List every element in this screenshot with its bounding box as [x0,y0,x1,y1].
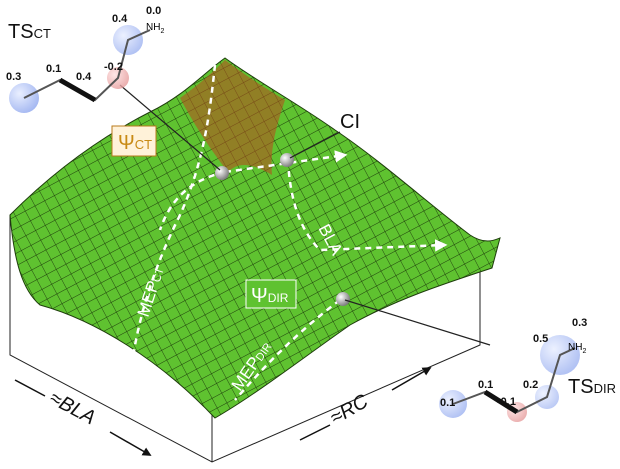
psi-sub: CT [135,137,152,152]
charge: 0.0 [146,5,161,17]
charge: 0.4 [112,13,128,25]
psi-sub: DIR [268,291,289,305]
ts-sub: DIR [594,381,616,396]
axis-rc: ≈RC [327,390,373,429]
charge: 0.1 [478,379,493,391]
charge: 0.3 [6,71,21,83]
psi-main: Ψ [251,285,268,307]
ts-main: TS [568,376,594,398]
charge: 0.5 [533,333,548,345]
ts-main: TS [8,21,34,43]
molecule-dir [439,335,580,422]
group: NH [146,22,160,33]
charge: 0.1 [440,397,455,409]
figure: TSCT 0.4 0.0 NH2 0.3 0.1 0.4 -0.2 TSDIR … [0,0,620,469]
page: {"ts_ct": {"main": "TS", "sub": "CT", "c… [0,0,620,469]
charge: -0.1 [497,396,516,408]
ts-ct-label: TSCT [8,21,51,43]
ci-label: CI [340,111,360,133]
group-label: NH2 [146,22,164,35]
charge: 0.4 [76,71,92,83]
ts-dir-label: TSDIR [568,376,616,398]
group-sub: 2 [160,28,164,35]
ts-sub: CT [34,26,51,41]
axis-bla: ≈BLA [46,387,99,429]
charge: -0.2 [104,61,123,73]
charge: 0.3 [572,317,587,329]
charge: 0.1 [46,63,61,75]
group-sub: 2 [582,348,586,355]
group: NH [568,342,582,353]
psi-main: Ψ [118,132,135,154]
charge: 0.2 [523,379,538,391]
